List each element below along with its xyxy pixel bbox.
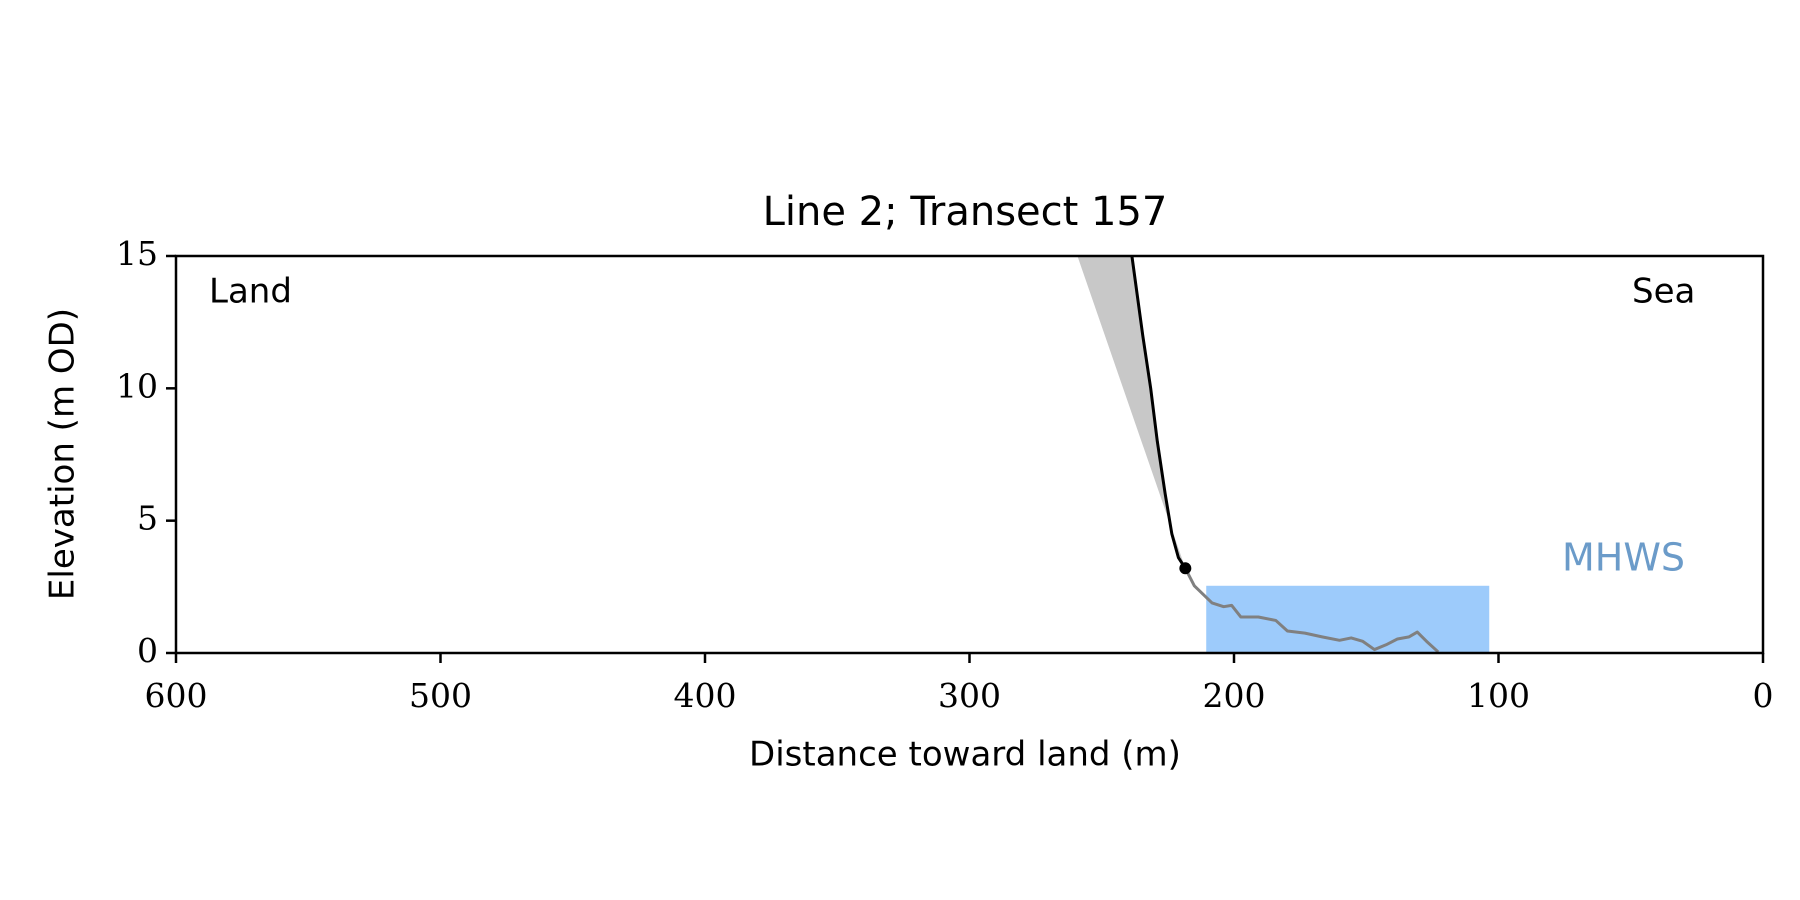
y-tick-label: 0 <box>137 631 158 670</box>
annotation: Land <box>209 272 292 312</box>
point-marker <box>1179 562 1192 575</box>
band-label: MHWS <box>1562 536 1685 580</box>
y-tick-label: 5 <box>137 499 158 538</box>
shaded-region <box>1077 256 1186 569</box>
x-tick-label: 300 <box>938 676 1001 715</box>
y-axis-label: Elevation (m OD) <box>43 308 83 600</box>
x-tick-label: 200 <box>1203 676 1266 715</box>
series-line <box>1130 255 1187 570</box>
plot-area <box>1077 255 1490 654</box>
x-tick-label: 500 <box>409 676 472 715</box>
chart-title: Line 2; Transect 157 <box>763 189 1168 235</box>
y-tick-label: 10 <box>116 366 158 405</box>
axes-frame <box>174 254 1765 655</box>
x-tick-label: 0 <box>1753 676 1774 715</box>
x-tick-label: 100 <box>1467 676 1530 715</box>
series-line <box>1183 567 1440 654</box>
annotation: Sea <box>1632 272 1695 312</box>
mhws-band <box>1206 585 1490 653</box>
x-tick-label: 400 <box>674 676 737 715</box>
x-axis-label: Distance toward land (m) <box>749 735 1181 775</box>
x-tick-label: 600 <box>145 676 208 715</box>
y-tick-label: 15 <box>116 234 158 273</box>
